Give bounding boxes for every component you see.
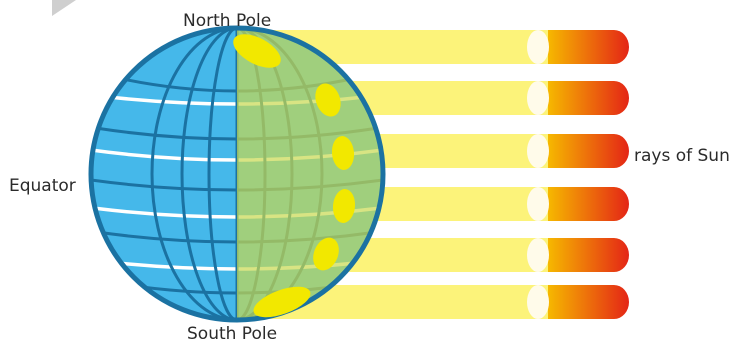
ray-spark [527,134,549,168]
ray-tip [548,30,629,64]
ray-spark [527,238,549,272]
ray-spots [233,34,356,318]
illuminated-half [237,28,383,320]
ray-spark [527,285,549,319]
ray-spot [331,136,355,170]
corner-mark-icon [52,0,76,16]
ray-spark [527,81,549,115]
rays-of-sun-label: rays of Sun [634,146,730,166]
south-pole-label: South Pole [187,324,278,344]
ray-spot [315,83,341,117]
ray-spark [527,30,549,64]
ray-tip [548,134,629,168]
globe-outline [88,25,386,323]
ray-tip [548,187,629,221]
ray-tip [548,81,629,115]
earth-globe [88,25,386,323]
ray-spot [253,286,311,318]
ray-spot [313,237,339,271]
equator-label: Equator [9,176,76,196]
north-pole-label: North Pole [183,11,272,31]
ray-spot [233,34,281,68]
ray-tip [548,285,629,319]
ray-spot [332,189,356,223]
ray-tip [548,238,629,272]
ray-spark [527,187,549,221]
